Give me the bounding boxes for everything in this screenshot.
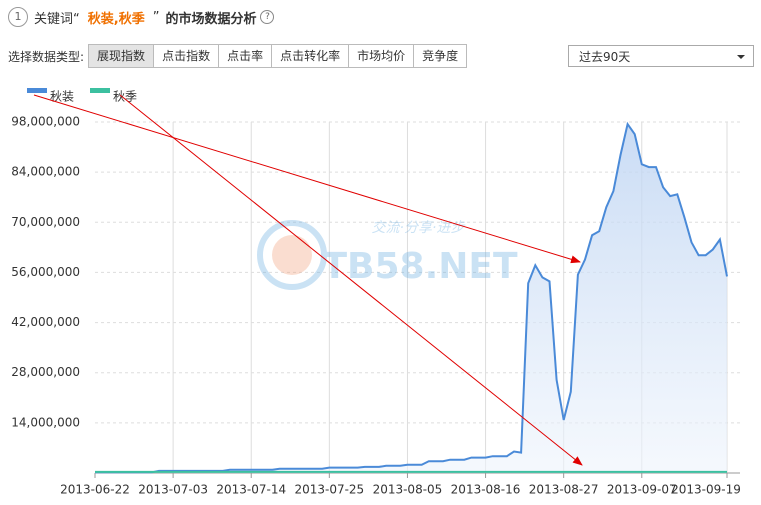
watermark-hand xyxy=(272,235,312,275)
suffix: ” xyxy=(152,9,160,25)
area-fill xyxy=(95,124,727,473)
x-tick-label: 2013-08-05 xyxy=(373,483,443,497)
x-tick-label: 2013-07-03 xyxy=(138,483,208,497)
x-tick-label: 2013-09-19 xyxy=(671,483,741,497)
annotation-arrow xyxy=(119,94,583,466)
watermark-slogan: 交流·分享·进步 xyxy=(372,220,466,236)
title: 的市场数据分析 xyxy=(165,11,257,27)
tab-group: 展现指数 点击指数 点击率 点击转化率 市场均价 竞争度 xyxy=(88,44,468,68)
x-tick-label: 2013-08-27 xyxy=(529,483,599,497)
x-tick-label: 2013-08-16 xyxy=(451,483,521,497)
step-badge: 1 xyxy=(8,7,28,27)
help-icon[interactable]: ? xyxy=(260,10,275,24)
legend-swatch xyxy=(90,88,110,93)
x-tick-label: 2013-07-14 xyxy=(216,483,286,497)
toolbar-label: 选择数据类型: xyxy=(8,49,85,64)
toolbar: 选择数据类型: 展现指数 点击指数 点击率 点击转化率 市场均价 竞争度 xyxy=(8,44,468,68)
keywords: 秋装,秋季 xyxy=(87,11,145,27)
tab[interactable]: 市场均价 xyxy=(348,45,414,67)
y-tick-label: 98,000,000 xyxy=(11,115,80,129)
period-select[interactable]: 过去90天 xyxy=(568,45,754,67)
y-tick-label: 42,000,000 xyxy=(11,315,80,329)
x-tick-label: 2013-07-25 xyxy=(294,483,364,497)
legend-label: 秋装 xyxy=(50,90,74,104)
tab[interactable]: 点击率 xyxy=(218,45,272,67)
legend-swatch xyxy=(27,88,47,93)
y-tick-label: 28,000,000 xyxy=(11,365,80,379)
tab[interactable]: 点击指数 xyxy=(153,45,219,67)
watermark-logo xyxy=(257,220,327,290)
x-tick-label: 2013-06-22 xyxy=(60,483,130,497)
prefix: 关键词“ xyxy=(34,11,80,27)
tab[interactable]: 竞争度 xyxy=(413,45,467,67)
tab[interactable]: 展现指数 xyxy=(89,45,154,67)
header: 1 关键词“ 秋装,秋季 ” 的市场数据分析 ? xyxy=(8,6,275,28)
x-tick-label: 2013-09-07 xyxy=(607,483,677,497)
legend-label: 秋季 xyxy=(113,90,137,104)
watermark: 交流·分享·进步 TB58.NET xyxy=(257,220,518,290)
y-tick-label: 14,000,000 xyxy=(11,415,80,429)
y-tick-label: 56,000,000 xyxy=(11,265,80,279)
watermark-site: TB58.NET xyxy=(322,246,517,287)
annotation-arrow xyxy=(33,94,581,264)
tab[interactable]: 点击转化率 xyxy=(271,45,349,67)
y-tick-label: 84,000,000 xyxy=(11,165,80,179)
y-tick-label: 70,000,000 xyxy=(11,215,80,229)
